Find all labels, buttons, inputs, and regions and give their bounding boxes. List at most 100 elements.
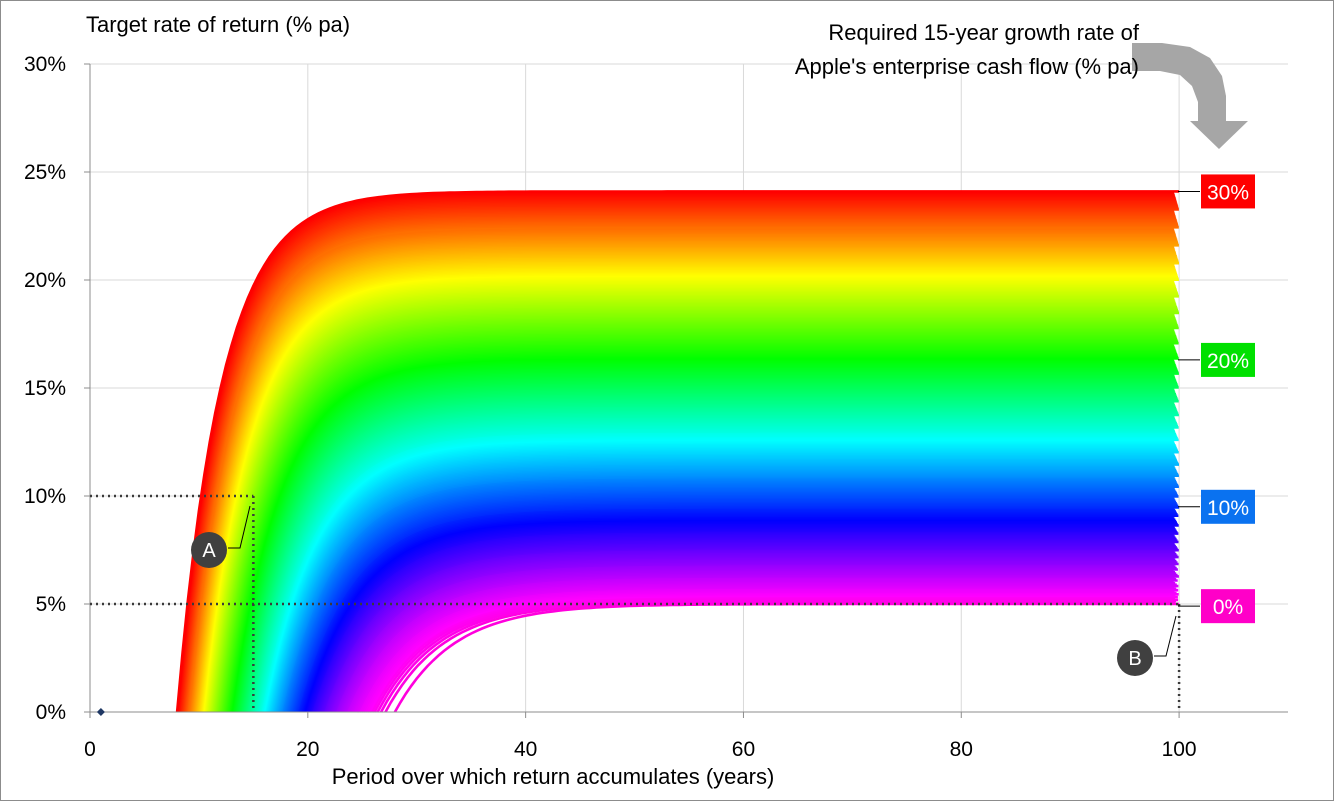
series-curve [313,535,1175,713]
legend-tag [1201,174,1255,209]
series-curve [318,543,1175,713]
series-curve [304,521,1177,713]
series-curve [257,426,1179,713]
series-curve [228,354,1178,713]
series-curve [295,506,1180,713]
series-curve [265,445,1177,713]
series-curve [213,310,1179,713]
series-curve [238,380,1177,713]
series-curve [212,308,1178,713]
series-curve [298,510,1176,713]
series-curve [204,284,1176,713]
series-curve [191,242,1179,713]
series-curve [177,194,1175,713]
arrow-icon [1132,43,1248,149]
series-curve [291,497,1175,713]
series-curve [208,296,1174,713]
series-curve [322,548,1179,713]
series-curve [327,555,1179,713]
series-curve [259,431,1176,713]
series-curve [201,274,1178,713]
series-curve [356,586,1175,713]
series-curve [245,397,1178,713]
series-curve [251,413,1179,713]
series-curve [176,191,1174,713]
series-curve [233,366,1177,713]
series-curve [193,249,1176,713]
series-curve [310,531,1178,713]
legend-tag [1201,342,1255,377]
series-curve [309,529,1177,713]
series-curve [296,507,1175,713]
series-curve [230,359,1175,713]
y-tick-label: 30% [24,53,66,76]
series-curve [195,256,1178,713]
x-tick-label: 80 [950,738,973,761]
series-curve [364,591,1177,713]
series-curve [236,373,1174,713]
series-curve [314,536,1176,713]
series-curve [354,584,1179,713]
series-curve [187,228,1175,713]
legend-tag-label: 30% [1207,181,1249,204]
series-curve [177,195,1176,713]
series-curve [299,513,1178,713]
series-curve [284,485,1179,713]
series-curve [255,421,1177,713]
legend-tag-label: 10% [1207,497,1249,520]
series-curve [334,564,1175,713]
series-curve [179,201,1177,713]
series-curve [360,588,1179,713]
series-curve [239,381,1178,713]
series-curve [216,318,1176,713]
series-curve [305,522,1178,713]
series-curve [183,216,1176,713]
series-curve [189,234,1176,713]
marker-label: A [202,540,216,562]
series-curve [200,270,1177,713]
series-curve [232,365,1177,713]
series-curve [189,235,1177,713]
legend-tag-label: 0% [1213,596,1243,619]
series-curve [237,376,1175,713]
series-curve [185,223,1178,713]
series-curve [288,492,1178,713]
reference-lines [90,494,1181,712]
series-curve [230,358,1174,713]
series-curve [206,289,1177,713]
series-curve [263,441,1175,713]
series-curve [178,198,1177,713]
series-curve [187,230,1175,713]
series-curve [343,573,1178,713]
series-curve [251,412,1179,713]
series-curve [182,212,1175,713]
marker-leader [1154,615,1177,657]
series-curve [339,569,1174,713]
legend-tag-label: 20% [1207,350,1249,373]
series-curve [237,377,1176,713]
series-curve [269,455,1176,713]
series-curve [325,553,1177,713]
series-curve [247,402,1175,713]
y-tick-label: 0% [36,701,66,724]
series-curve [270,456,1176,713]
y-tick-label: 15% [24,377,66,400]
series-curve [211,303,1177,713]
x-tick-label: 20 [296,738,319,761]
series-curve [268,452,1174,713]
marker-B-badge [1117,640,1153,676]
series-curve [221,332,1176,713]
series-curve [274,464,1175,713]
series-curve [281,479,1177,713]
series-curve [286,489,1176,713]
series-curve [224,343,1174,713]
series-curve [209,297,1175,713]
series-curve [186,227,1174,713]
series-curve [376,598,1179,713]
series-curve [300,514,1179,713]
series-curve [176,192,1175,713]
series-curve [242,390,1175,713]
series-curve [240,384,1179,713]
series-curve [212,307,1178,713]
